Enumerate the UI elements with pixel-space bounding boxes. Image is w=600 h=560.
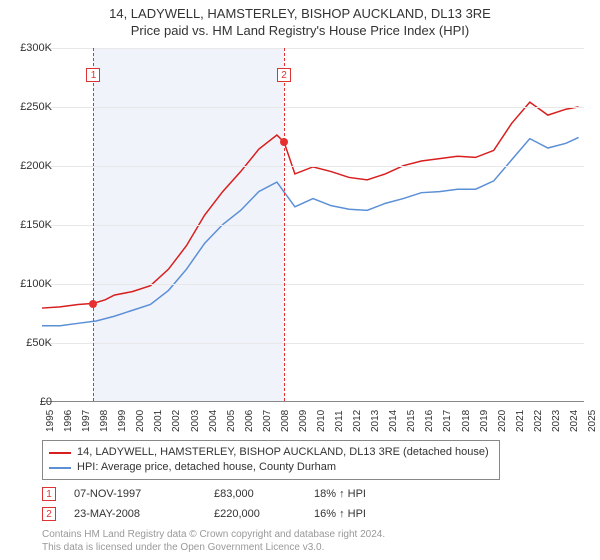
x-tick-label: 2010 bbox=[316, 410, 327, 432]
legend: 14, LADYWELL, HAMSTERLEY, BISHOP AUCKLAN… bbox=[42, 440, 500, 480]
x-tick-label: 1999 bbox=[117, 410, 128, 432]
y-tick-label: £50K bbox=[26, 337, 52, 349]
x-tick-label: 2017 bbox=[442, 410, 453, 432]
sales-row-price: £83,000 bbox=[214, 488, 314, 500]
sales-row-marker: 2 bbox=[42, 507, 56, 521]
x-tick-label: 1995 bbox=[45, 410, 56, 432]
gridline bbox=[42, 107, 584, 108]
sale-marker-line bbox=[93, 48, 94, 401]
footer-line2: This data is licensed under the Open Gov… bbox=[42, 541, 385, 554]
x-tick-label: 2013 bbox=[370, 410, 381, 432]
title-block: 14, LADYWELL, HAMSTERLEY, BISHOP AUCKLAN… bbox=[0, 0, 600, 38]
chart-container: 14, LADYWELL, HAMSTERLEY, BISHOP AUCKLAN… bbox=[0, 0, 600, 560]
legend-item: 14, LADYWELL, HAMSTERLEY, BISHOP AUCKLAN… bbox=[49, 445, 489, 460]
x-tick-label: 2012 bbox=[352, 410, 363, 432]
sales-row-date: 07-NOV-1997 bbox=[74, 488, 214, 500]
sales-row: 1 07-NOV-1997£83,00018% ↑ HPI bbox=[42, 484, 414, 504]
legend-item: HPI: Average price, detached house, Coun… bbox=[49, 460, 489, 475]
sale-marker-line bbox=[284, 48, 285, 401]
sales-row-hpi: 16% ↑ HPI bbox=[314, 508, 414, 520]
x-tick-label: 1998 bbox=[99, 410, 110, 432]
gridline bbox=[42, 225, 584, 226]
x-tick-label: 2022 bbox=[533, 410, 544, 432]
footer-line1: Contains HM Land Registry data © Crown c… bbox=[42, 528, 385, 541]
x-tick-label: 2018 bbox=[461, 410, 472, 432]
legend-label: 14, LADYWELL, HAMSTERLEY, BISHOP AUCKLAN… bbox=[77, 445, 489, 460]
y-tick-label: £100K bbox=[20, 278, 52, 290]
sale-marker-box: 2 bbox=[277, 68, 291, 82]
x-tick-label: 2005 bbox=[226, 410, 237, 432]
footer-attribution: Contains HM Land Registry data © Crown c… bbox=[42, 528, 385, 554]
sale-marker-box: 1 bbox=[86, 68, 100, 82]
sale-marker-dot bbox=[280, 138, 288, 146]
y-tick-label: £250K bbox=[20, 101, 52, 113]
gridline bbox=[42, 284, 584, 285]
x-tick-label: 2001 bbox=[153, 410, 164, 432]
x-tick-label: 2000 bbox=[135, 410, 146, 432]
x-tick-label: 2024 bbox=[569, 410, 580, 432]
x-tick-label: 2019 bbox=[479, 410, 490, 432]
sales-row-date: 23-MAY-2008 bbox=[74, 508, 214, 520]
legend-swatch bbox=[49, 467, 71, 469]
x-tick-label: 1996 bbox=[63, 410, 74, 432]
x-tick-label: 2016 bbox=[424, 410, 435, 432]
x-tick-label: 1997 bbox=[81, 410, 92, 432]
x-tick-label: 2008 bbox=[280, 410, 291, 432]
y-tick-label: £150K bbox=[20, 219, 52, 231]
x-tick-label: 2007 bbox=[262, 410, 273, 432]
title-address: 14, LADYWELL, HAMSTERLEY, BISHOP AUCKLAN… bbox=[0, 6, 600, 21]
plot-area: 12 bbox=[42, 48, 584, 402]
gridline bbox=[42, 343, 584, 344]
x-tick-label: 2014 bbox=[388, 410, 399, 432]
x-tick-label: 2015 bbox=[406, 410, 417, 432]
legend-label: HPI: Average price, detached house, Coun… bbox=[77, 460, 336, 475]
title-subtitle: Price paid vs. HM Land Registry's House … bbox=[0, 23, 600, 38]
series-line-property bbox=[42, 102, 579, 308]
x-tick-label: 2002 bbox=[171, 410, 182, 432]
x-tick-label: 2006 bbox=[244, 410, 255, 432]
sales-row-price: £220,000 bbox=[214, 508, 314, 520]
x-tick-label: 2009 bbox=[298, 410, 309, 432]
x-tick-label: 2020 bbox=[497, 410, 508, 432]
sales-row-marker: 1 bbox=[42, 487, 56, 501]
legend-swatch bbox=[49, 452, 71, 454]
gridline bbox=[42, 166, 584, 167]
x-tick-label: 2025 bbox=[587, 410, 598, 432]
sale-marker-dot bbox=[89, 300, 97, 308]
y-tick-label: £300K bbox=[20, 42, 52, 54]
x-tick-label: 2003 bbox=[190, 410, 201, 432]
x-tick-label: 2004 bbox=[208, 410, 219, 432]
gridline bbox=[42, 48, 584, 49]
x-tick-label: 2021 bbox=[515, 410, 526, 432]
sales-row: 2 23-MAY-2008£220,00016% ↑ HPI bbox=[42, 504, 414, 524]
x-tick-label: 2023 bbox=[551, 410, 562, 432]
sales-table: 1 07-NOV-1997£83,00018% ↑ HPI 2 23-MAY-2008… bbox=[42, 484, 414, 524]
x-tick-label: 2011 bbox=[334, 410, 345, 432]
y-tick-label: £200K bbox=[20, 160, 52, 172]
sales-row-hpi: 18% ↑ HPI bbox=[314, 488, 414, 500]
y-tick-label: £0 bbox=[40, 396, 52, 408]
